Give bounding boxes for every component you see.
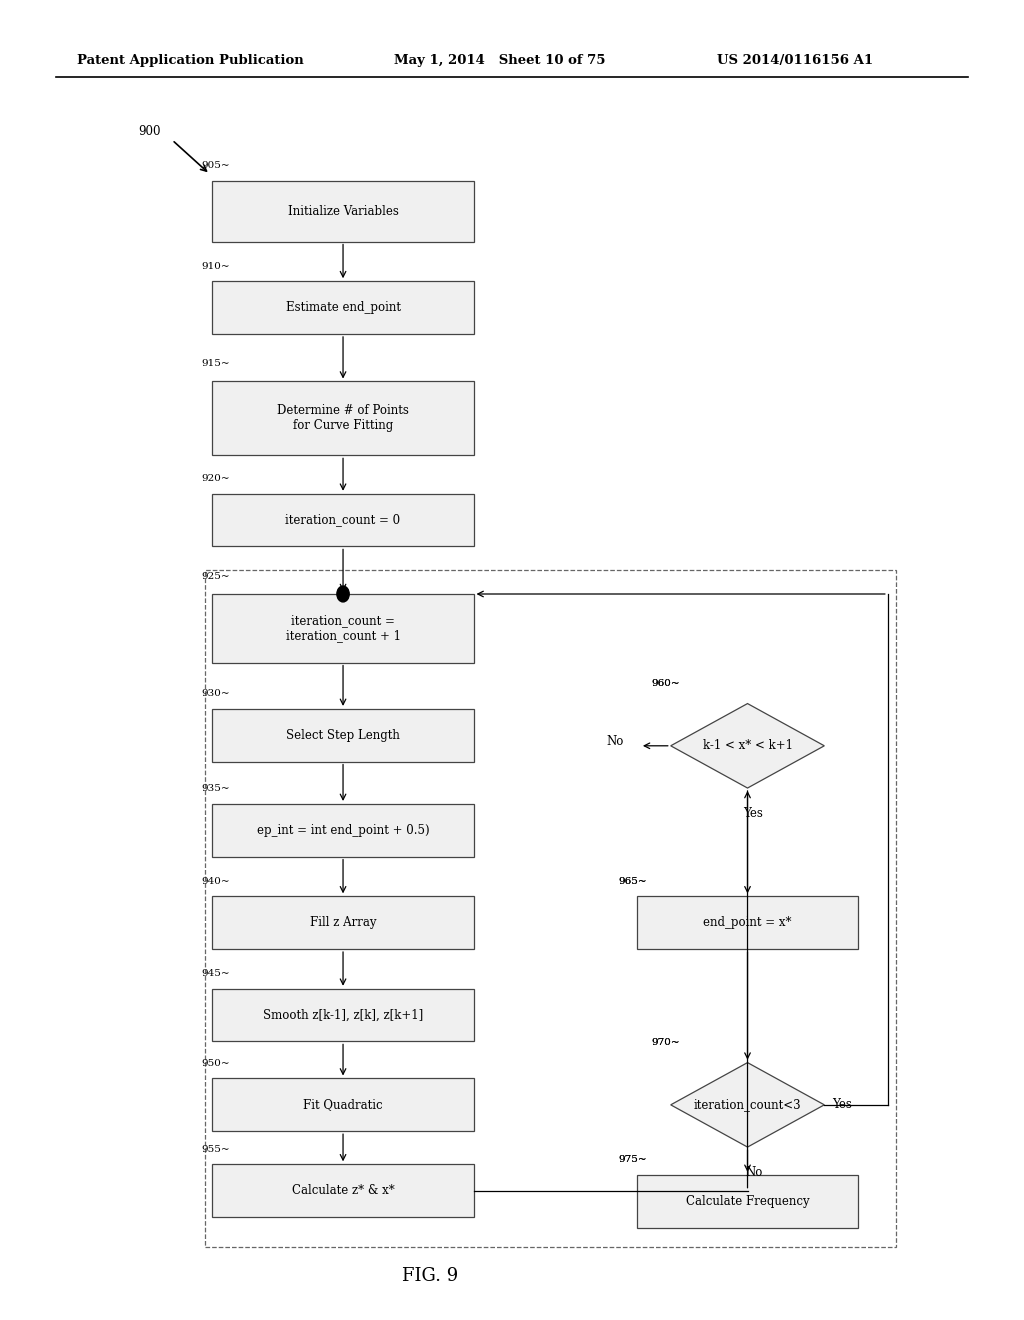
Text: Estimate end_point: Estimate end_point [286,301,400,314]
Text: 975~: 975~ [618,1155,647,1164]
Text: 960~: 960~ [651,678,680,688]
Circle shape [337,586,349,602]
Text: Patent Application Publication: Patent Application Publication [77,54,303,67]
Polygon shape [671,1063,824,1147]
Text: 905~: 905~ [202,161,230,170]
Text: end_point = x*: end_point = x* [703,916,792,929]
Text: Select Step Length: Select Step Length [286,729,400,742]
Text: Calculate Frequency: Calculate Frequency [686,1195,809,1208]
Text: 950~: 950~ [202,1059,230,1068]
Bar [213,896,473,949]
Bar [213,989,473,1041]
Text: Fill z Array: Fill z Array [310,916,376,929]
Text: 965~: 965~ [618,876,647,886]
Bar [213,594,473,663]
Text: 955~: 955~ [202,1144,230,1154]
Bar [213,381,473,455]
Bar [213,804,473,857]
Bar [637,896,857,949]
Bar [213,494,473,546]
Text: 935~: 935~ [202,784,230,793]
Polygon shape [671,704,824,788]
Text: 900: 900 [138,124,161,137]
Text: 960~: 960~ [651,678,680,688]
Text: Calculate z* & x*: Calculate z* & x* [292,1184,394,1197]
Text: iteration_count =
iteration_count + 1: iteration_count = iteration_count + 1 [286,614,400,643]
Text: Fit Quadratic: Fit Quadratic [303,1098,383,1111]
Bar [213,181,473,242]
Bar [213,1078,473,1131]
Text: ep_int = int end_point + 0.5): ep_int = int end_point + 0.5) [257,824,429,837]
Text: 940~: 940~ [202,876,230,886]
Text: Yes: Yes [833,1098,852,1111]
Text: US 2014/0116156 A1: US 2014/0116156 A1 [717,54,872,67]
Text: No: No [606,735,624,748]
Text: Initialize Variables: Initialize Variables [288,205,398,218]
Text: 910~: 910~ [202,261,230,271]
Text: 930~: 930~ [202,689,230,698]
Text: iteration_count<3: iteration_count<3 [693,1098,802,1111]
Bar [637,1175,857,1228]
Bar [213,1164,473,1217]
Text: Yes: Yes [742,807,763,820]
Text: May 1, 2014   Sheet 10 of 75: May 1, 2014 Sheet 10 of 75 [394,54,606,67]
Text: 925~: 925~ [202,572,230,581]
Text: Smooth z[k-1], z[k], z[k+1]: Smooth z[k-1], z[k], z[k+1] [263,1008,423,1022]
Text: Determine # of Points
for Curve Fitting: Determine # of Points for Curve Fitting [278,404,409,433]
Bar [205,570,896,1247]
Bar [213,281,473,334]
Text: 920~: 920~ [202,474,230,483]
Text: iteration_count = 0: iteration_count = 0 [286,513,400,527]
Text: 975~: 975~ [618,1155,647,1164]
Text: No: No [745,1166,762,1179]
Text: 970~: 970~ [651,1038,680,1047]
Text: FIG. 9: FIG. 9 [402,1267,458,1286]
Text: 965~: 965~ [618,876,647,886]
Bar [213,709,473,762]
Text: 945~: 945~ [202,969,230,978]
Text: 915~: 915~ [202,359,230,368]
Text: k-1 < x* < k+1: k-1 < x* < k+1 [702,739,793,752]
Text: 970~: 970~ [651,1038,680,1047]
